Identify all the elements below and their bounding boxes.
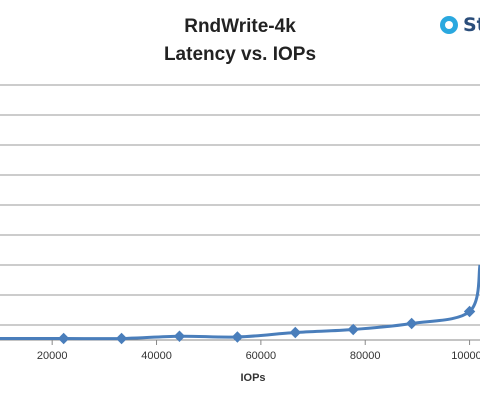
x-axis-title: IOPs — [240, 372, 265, 384]
x-tick-label-2: 60000 — [246, 350, 277, 362]
series-0-point-6 — [405, 317, 418, 330]
series-0-point-0 — [57, 332, 70, 345]
series-0-point-2 — [173, 330, 186, 342]
chart-title-line1: RndWrite-4k — [184, 16, 296, 37]
logo-text: St — [463, 14, 480, 36]
series-0-point-7 — [463, 305, 476, 318]
series-0-point-3 — [231, 331, 244, 343]
chart-title-line2: Latency vs. IOPs — [163, 44, 317, 65]
series-0-point-5 — [347, 323, 359, 336]
series-0-line — [0, 264, 480, 341]
x-tick-label-4: 100000 — [451, 350, 480, 362]
x-tick-label-1: 40000 — [141, 350, 172, 362]
x-tick-label-3: 80000 — [350, 350, 381, 362]
logo-icon — [440, 16, 458, 34]
logo: St — [440, 14, 480, 36]
series-0-point-4 — [289, 326, 302, 339]
x-tick-label-0: 20000 — [37, 350, 68, 362]
series-0-point-1 — [115, 332, 128, 345]
